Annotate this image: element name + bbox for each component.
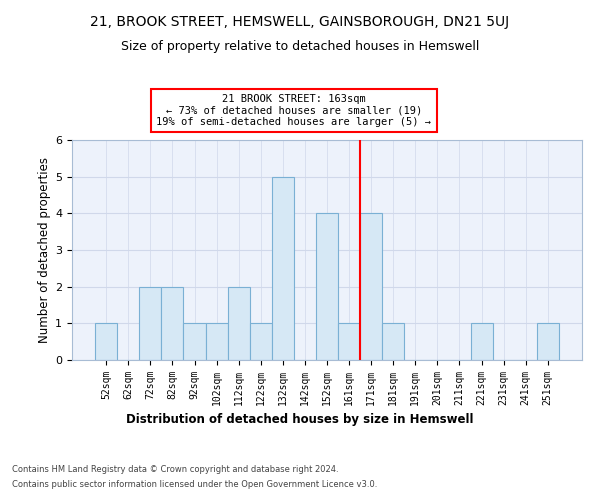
Bar xyxy=(272,176,294,360)
Text: Distribution of detached houses by size in Hemswell: Distribution of detached houses by size … xyxy=(126,412,474,426)
Bar xyxy=(537,324,559,360)
Bar xyxy=(184,324,206,360)
Bar xyxy=(316,214,338,360)
Y-axis label: Number of detached properties: Number of detached properties xyxy=(38,157,51,343)
Bar xyxy=(360,214,382,360)
Text: 21, BROOK STREET, HEMSWELL, GAINSBOROUGH, DN21 5UJ: 21, BROOK STREET, HEMSWELL, GAINSBOROUGH… xyxy=(91,15,509,29)
Bar xyxy=(470,324,493,360)
Text: Contains public sector information licensed under the Open Government Licence v3: Contains public sector information licen… xyxy=(12,480,377,489)
Bar xyxy=(95,324,117,360)
Bar xyxy=(206,324,227,360)
Bar xyxy=(382,324,404,360)
Bar xyxy=(161,286,184,360)
Text: 21 BROOK STREET: 163sqm
← 73% of detached houses are smaller (19)
19% of semi-de: 21 BROOK STREET: 163sqm ← 73% of detache… xyxy=(157,94,431,127)
Bar xyxy=(338,324,360,360)
Bar xyxy=(250,324,272,360)
Text: Size of property relative to detached houses in Hemswell: Size of property relative to detached ho… xyxy=(121,40,479,53)
Bar xyxy=(139,286,161,360)
Text: Contains HM Land Registry data © Crown copyright and database right 2024.: Contains HM Land Registry data © Crown c… xyxy=(12,465,338,474)
Bar xyxy=(227,286,250,360)
